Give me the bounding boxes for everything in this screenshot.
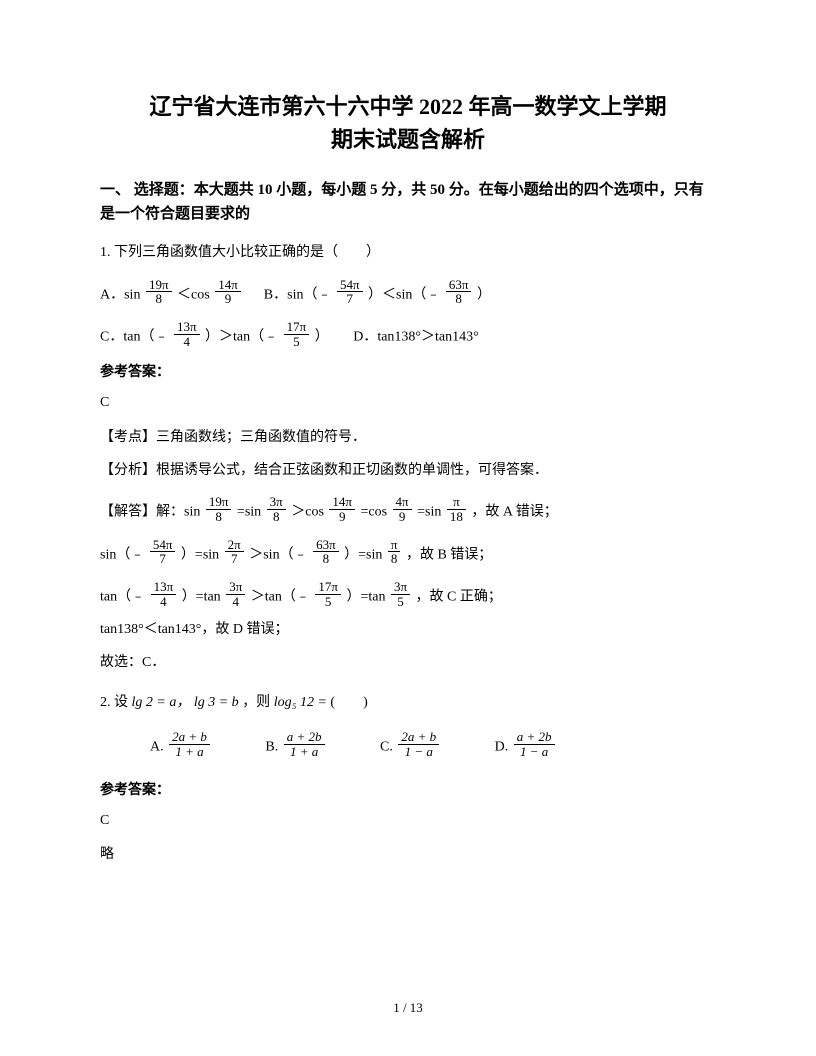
jieda-b-eq2: ）=sin	[344, 547, 382, 562]
frac-pi-18: π18	[447, 495, 466, 523]
q2-math2: lg 3 = b	[194, 695, 239, 710]
q2-optC: C. 2a + b1 − a	[380, 733, 441, 761]
q2-optD: D. a + 2b1 − a	[495, 733, 557, 761]
page: 辽宁省大连市第六十六中学 2022 年高一数学文上学期 期末试题含解析 一、 选…	[0, 0, 816, 1056]
jieda-a-eq2: =cos	[360, 505, 387, 520]
q1-optB-mid: ）＜sin（﹣	[368, 287, 440, 302]
jieda-a-pre: 【解答】解：sin	[100, 505, 200, 520]
q1-options-row-2: C．tan（﹣ 13π4 ）＞tan（﹣ 17π5 ） D．tan138°＞ta…	[100, 323, 716, 351]
q1-fenxi: 【分析】根据诱导公式，结合正弦函数和正切函数的单调性，可得答案．	[100, 458, 716, 485]
q2-stem-end: ( )	[330, 695, 367, 710]
q1-optB-end: ）	[477, 287, 491, 302]
q2-optB: B. a + 2b1 + a	[265, 733, 326, 761]
q1-guxuan: 故选：C．	[100, 650, 716, 677]
frac-14pi-9b: 14π9	[329, 495, 355, 523]
frac-54pi-7: 54π7	[337, 278, 363, 306]
jieda-b-gt: ＞sin（﹣	[249, 547, 307, 562]
frac-19pi-8: 19π8	[146, 278, 172, 306]
page-footer: 1 / 13	[0, 1000, 816, 1016]
q2-lue: 略	[100, 843, 716, 863]
jieda-c-eq1: ）=tan	[182, 589, 221, 604]
frac-17pi-5b: 17π5	[315, 580, 341, 608]
q1-jieda-B: sin（﹣ 54π7 ）=sin 2π7 ＞sin（﹣ 63π8 ）=sin π…	[100, 541, 716, 569]
jieda-a-eq1: =sin	[237, 505, 261, 520]
doc-title: 辽宁省大连市第六十六中学 2022 年高一数学文上学期 期末试题含解析	[100, 90, 716, 156]
jieda-a-gt: ＞cos	[291, 505, 324, 520]
q1-jieda-A: 【解答】解：sin 19π8 =sin 3π8 ＞cos 14π9 =cos 4…	[100, 498, 716, 526]
jieda-c-gt: ＞tan（﹣	[251, 589, 310, 604]
jieda-c-eq2: ）=tan	[346, 589, 385, 604]
q2-stem: 2. 设 lg 2 = a， lg 3 = b ，则 log₅ 12 = ( )	[100, 690, 716, 717]
frac-3pi-4: 3π4	[226, 580, 245, 608]
jieda-a-end: ，故 A 错误；	[471, 505, 557, 520]
q2-math3: log₅ 12 =	[274, 695, 327, 710]
q1-jieda-C: tan（﹣ 13π4 ）=tan 3π4 ＞tan（﹣ 17π5 ）=tan 3…	[100, 583, 716, 611]
frac-13pi-4b: 13π4	[151, 580, 177, 608]
q1-stem: 1. 下列三角函数值大小比较正确的是（ ）	[100, 240, 716, 267]
title-line-1: 辽宁省大连市第六十六中学 2022 年高一数学文上学期	[149, 94, 666, 119]
q2-fracA: 2a + b1 + a	[169, 730, 210, 758]
jieda-b-end: ，故 B 错误；	[406, 547, 492, 562]
q1-answer-label: 参考答案：	[100, 361, 716, 381]
q2-stem-mid: ，则	[242, 695, 270, 710]
q1-optD: D．tan138°＞tan143°	[353, 329, 479, 344]
jieda-c-pre: tan（﹣	[100, 589, 145, 604]
q2-optA: A. 2a + b1 + a	[150, 733, 212, 761]
frac-2pi-7: 2π7	[225, 538, 244, 566]
q1-optB-pre: B．sin（﹣	[264, 287, 332, 302]
frac-14pi-9: 14π9	[215, 278, 241, 306]
q2-options: A. 2a + b1 + a B. a + 2b1 + a C. 2a + b1…	[100, 733, 716, 761]
jieda-b-pre: sin（﹣	[100, 547, 144, 562]
q2-math1: lg 2 = a，	[132, 695, 191, 710]
frac-19pi-8b: 19π8	[206, 495, 232, 523]
frac-63pi-8: 63π8	[446, 278, 472, 306]
q2-fracC: 2a + b1 − a	[398, 730, 439, 758]
q2-optA-label: A.	[150, 739, 164, 754]
jieda-b-eq1: ）=sin	[181, 547, 219, 562]
frac-54pi-7b: 54π7	[150, 538, 176, 566]
q2-answer-label: 参考答案：	[100, 779, 716, 799]
q2-fracD: a + 2b1 − a	[514, 730, 555, 758]
q2-optD-label: D.	[495, 739, 509, 754]
jieda-c-end: ，故 C 正确；	[416, 589, 502, 604]
q1-optA-pre: A．sin	[100, 287, 140, 302]
q2-optC-label: C.	[380, 739, 393, 754]
q1-answer: C	[100, 395, 716, 411]
q1-optA-mid: ＜cos	[177, 287, 210, 302]
frac-13pi-4: 13π4	[174, 320, 200, 348]
frac-63pi-8b: 63π8	[313, 538, 339, 566]
frac-3pi-8: 3π8	[267, 495, 286, 523]
q1-optC-pre: C．tan（﹣	[100, 329, 168, 344]
q1-jieda-D: tan138°＜tan143°，故 D 错误；	[100, 617, 716, 644]
q1-options-row-1: A．sin 19π8 ＜cos 14π9 B．sin（﹣ 54π7 ）＜sin（…	[100, 281, 716, 309]
frac-pi-8: π8	[388, 538, 401, 566]
q2-stem-pre: 2. 设	[100, 695, 128, 710]
q2-answer: C	[100, 813, 716, 829]
frac-17pi-5: 17π5	[284, 320, 310, 348]
title-line-2: 期末试题含解析	[331, 127, 485, 152]
q1-optC-end: ）	[315, 329, 329, 344]
section-heading: 一、 选择题：本大题共 10 小题，每小题 5 分，共 50 分。在每小题给出的…	[100, 178, 716, 226]
q2-fracB: a + 2b1 + a	[284, 730, 325, 758]
q2-optB-label: B.	[265, 739, 278, 754]
q1-optC-mid: ）＞tan（﹣	[205, 329, 278, 344]
q1-kaodian: 【考点】三角函数线；三角函数值的符号．	[100, 425, 716, 452]
frac-3pi-5: 3π5	[391, 580, 410, 608]
jieda-a-eq3: =sin	[417, 505, 441, 520]
frac-4pi-9: 4π9	[393, 495, 412, 523]
